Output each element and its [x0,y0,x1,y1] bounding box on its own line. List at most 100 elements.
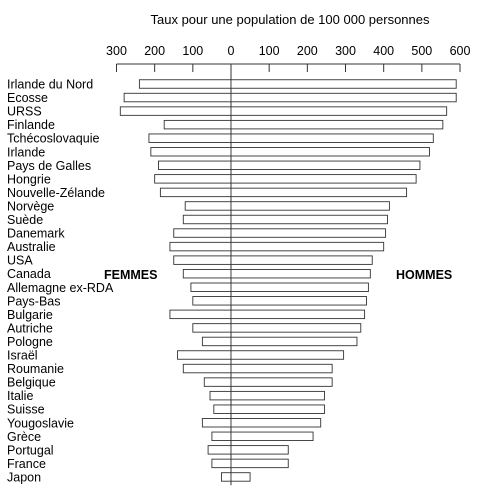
chart-title: Taux pour une population de 100 000 pers… [151,12,430,27]
country-label: Irlande [7,145,45,159]
country-label: Pays de Galles [7,159,91,173]
bar-femmes [192,296,232,306]
hommes-label: HOMMES [396,268,452,282]
country-label: France [7,457,46,471]
bar-hommes [230,431,314,441]
bar-hommes [230,445,289,455]
bar-femmes [207,445,232,455]
country-label: Suède [7,213,43,227]
bar-femmes [159,187,232,198]
x-tick-label-femmes: 300 [106,44,127,58]
country-label: Danemark [7,227,65,241]
country-label: Nouvelle-Zélande [7,186,105,200]
bar-femmes [213,404,232,414]
bar-femmes [138,79,232,89]
bar-hommes [230,228,387,238]
bar-hommes [230,241,385,252]
country-label: Italie [7,389,33,403]
bar-femmes [209,390,232,401]
bar-hommes [230,336,358,347]
country-label: Pologne [7,335,53,349]
bar-femmes [173,255,232,265]
bar-hommes [230,174,417,184]
bar-hommes [230,404,325,414]
bar-femmes [123,92,232,103]
bar-femmes [192,323,232,333]
x-tick-label-femmes: 0 [228,44,235,58]
country-label: Japon [7,470,41,484]
country-label: Ecosse [7,91,48,105]
country-label: Allemagne ex-RDA [7,281,114,295]
bar-femmes [163,119,232,130]
x-tick-label-hommes: 500 [411,44,432,58]
bar-hommes [230,269,371,279]
country-label: Belgique [7,376,56,390]
country-label: Norvège [7,199,54,213]
country-label: URSS [7,105,42,119]
bar-femmes [201,336,232,347]
x-tick-label-femmes: 200 [144,44,165,58]
x-tick-label-hommes: 300 [335,44,356,58]
bar-femmes [119,106,232,116]
bar-hommes [230,214,388,225]
country-label: Pays-Bas [7,294,61,308]
country-label: Australie [7,240,56,254]
bar-hommes [230,418,322,428]
bar-femmes [148,133,232,143]
bar-femmes [150,147,232,157]
bar-hommes [230,282,369,292]
country-label: Tchécoslovaquie [7,132,99,146]
bars-group [119,79,457,482]
bar-femmes [190,282,232,292]
bar-hommes [230,160,421,171]
country-label: Autriche [7,321,53,335]
bar-hommes [230,323,362,333]
country-label: Canada [7,267,51,281]
x-tick-label-hommes: 100 [259,44,280,58]
bar-femmes [182,214,232,225]
bar-hommes [230,472,251,482]
bar-hommes [230,133,434,143]
country-label: Finlande [7,118,55,132]
bar-hommes [230,296,367,306]
country-labels: Irlande du NordEcosseURSSFinlandeTchécos… [7,78,114,485]
country-label: Israël [7,349,38,363]
bar-hommes [230,363,333,374]
bar-femmes [184,201,232,211]
country-label: Bulgarie [7,308,53,322]
bar-hommes [230,79,457,89]
x-tick-label-hommes: 600 [450,44,471,58]
bar-femmes [182,363,232,374]
bar-femmes [154,174,232,184]
country-label: Yougoslavie [7,416,74,430]
bar-femmes [201,418,232,428]
bar-hommes [230,350,345,360]
bar-femmes [211,431,232,441]
bar-hommes [230,390,325,401]
bar-hommes [230,201,390,211]
country-label: Roumanie [7,362,64,376]
country-label: Portugal [7,443,54,457]
bar-femmes [182,269,232,279]
country-label: Hongrie [7,172,51,186]
x-tick-label-hommes: 400 [373,44,394,58]
bar-femmes [169,241,232,252]
bar-hommes [230,106,448,116]
bar-hommes [230,187,408,198]
bar-hommes [230,147,430,157]
country-label: USA [7,254,33,268]
bar-femmes [169,309,232,320]
country-label: Irlande du Nord [7,78,93,92]
bar-femmes [177,350,232,360]
bar-femmes [173,228,232,238]
bar-femmes [211,458,232,469]
country-label: Grèce [7,430,41,444]
bar-hommes [230,255,373,265]
x-tick-label-femmes: 100 [182,44,203,58]
x-tick-label-hommes: 200 [297,44,318,58]
femmes-label: FEMMES [104,268,157,282]
country-label: Suisse [7,403,45,417]
bar-hommes [230,119,444,130]
bar-hommes [230,377,333,387]
